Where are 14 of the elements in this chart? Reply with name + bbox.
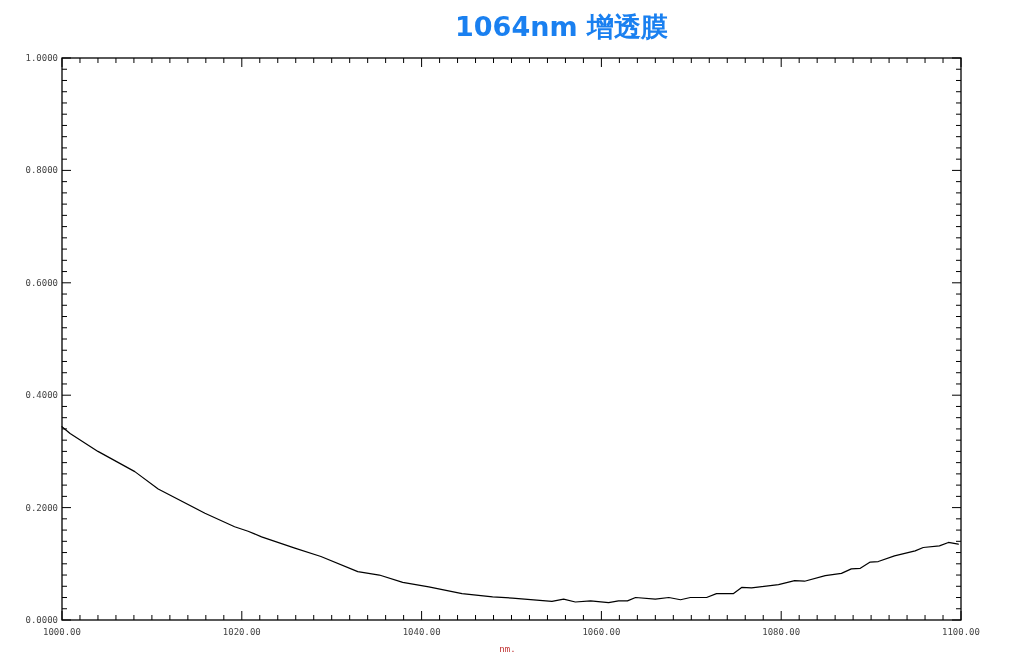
y-tick-label: 0.8000 xyxy=(25,165,58,176)
chart-title: 1064nm 增透膜 xyxy=(455,11,668,42)
y-tick-label: 0.0000 xyxy=(25,615,58,625)
x-axis-title: nm. xyxy=(499,644,516,654)
y-tick-label: 0.2000 xyxy=(25,502,58,513)
y-tick-label: 1.0000 xyxy=(25,53,58,63)
x-tick-label: 1060.00 xyxy=(582,627,621,637)
x-tick-label: 1020.00 xyxy=(222,627,261,637)
x-tick-label: 1000.00 xyxy=(43,627,81,637)
y-tick-label: 0.4000 xyxy=(25,390,58,401)
x-tick-label: 1040.00 xyxy=(402,627,441,637)
y-tick-label: 0.6000 xyxy=(25,277,58,288)
x-tick-label: 1100.00 xyxy=(942,627,980,637)
x-tick-label: 1080.00 xyxy=(762,627,801,637)
